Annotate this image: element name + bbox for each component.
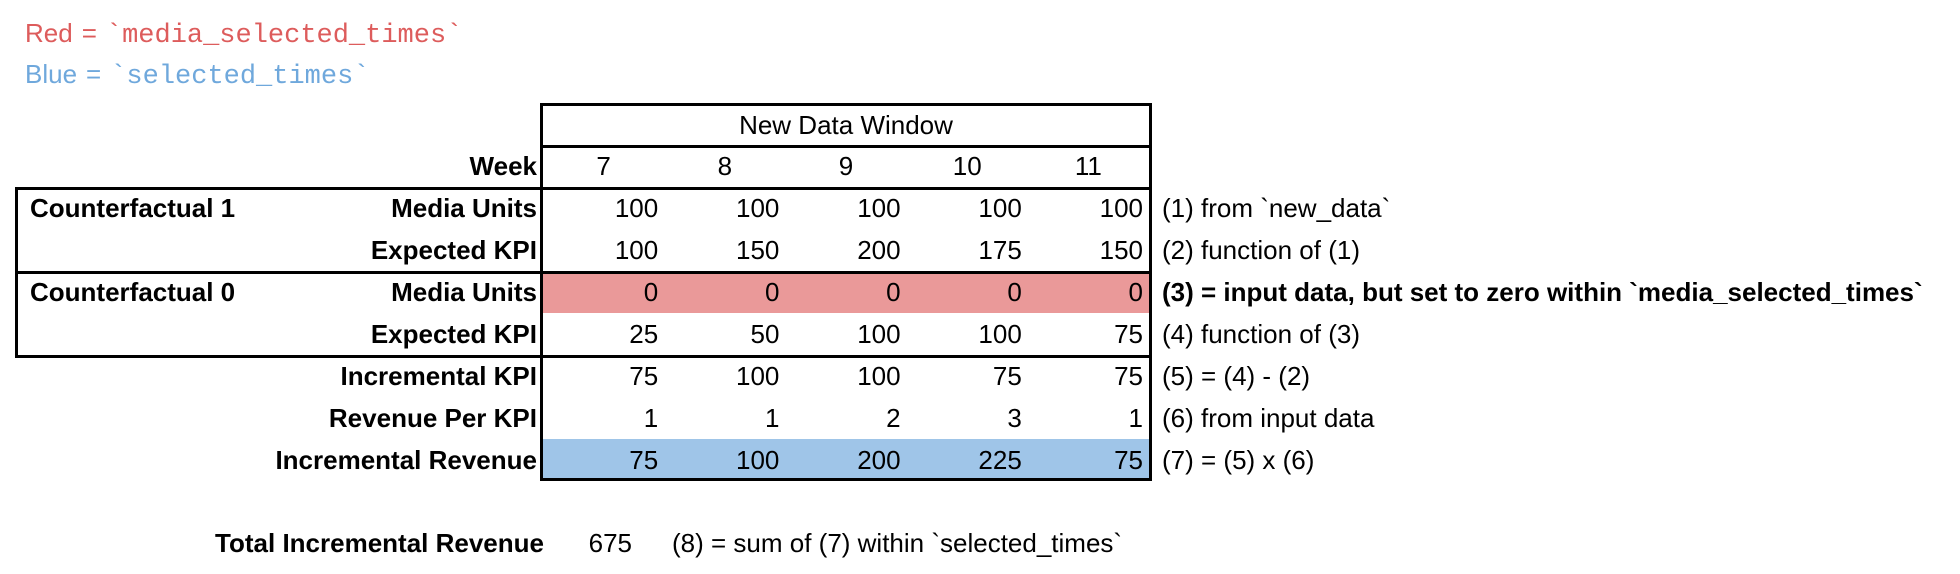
- data-cell: 150: [736, 235, 780, 265]
- data-row: 75 100 200 225 75: [543, 439, 1149, 481]
- data-cell: 100: [736, 361, 780, 391]
- new-data-window-header: New Data Window: [540, 103, 1152, 145]
- data-cell: 75: [629, 361, 659, 391]
- group-box-left-edge: [15, 187, 18, 358]
- data-cell: 0: [1007, 277, 1022, 307]
- data-cell: 75: [629, 445, 659, 475]
- row-label: Revenue Per KPI: [328, 403, 537, 433]
- legend-blue-entry: Blue = `selected_times`: [25, 55, 462, 96]
- row-label: Incremental Revenue: [275, 445, 537, 475]
- data-cell: 175: [978, 235, 1022, 265]
- data-cell: 100: [857, 193, 901, 223]
- week-column-header: 7: [596, 151, 611, 181]
- data-cell: 200: [857, 235, 901, 265]
- legend-red-equals: =: [81, 18, 97, 48]
- data-cell: 200: [857, 445, 901, 475]
- group-divider-line-middle: [15, 271, 1152, 274]
- data-cell: 50: [750, 319, 780, 349]
- highlight-red-row: [543, 274, 1149, 313]
- data-cell: 0: [643, 277, 659, 307]
- data-cell: 0: [1128, 277, 1144, 307]
- data-cell: 0: [764, 277, 780, 307]
- annotation-7: (7) = (5) x (6): [1162, 445, 1315, 475]
- data-cell: 100: [614, 193, 659, 223]
- total-incremental-revenue-label: Total Incremental Revenue: [215, 528, 544, 558]
- data-cell: 1: [764, 403, 780, 433]
- data-cell: 75: [1114, 445, 1144, 475]
- legend-blue-equals: =: [86, 59, 102, 89]
- total-incremental-revenue-value: 675: [588, 528, 632, 558]
- data-row: 75 100 100 75 75: [543, 355, 1149, 397]
- data-cell: 100: [614, 235, 659, 265]
- table-grid-frame: [540, 145, 1152, 481]
- data-cell: 75: [1114, 319, 1144, 349]
- annotation-5: (5) = (4) - (2): [1162, 361, 1311, 391]
- annotation-3: (3) = input data, but set to zero within…: [1162, 277, 1923, 307]
- data-row: 25 50 100 100 75: [543, 313, 1149, 355]
- highlight-blue-row: [543, 439, 1149, 478]
- group-label-counterfactual-0: Counterfactual 0: [30, 277, 236, 307]
- red-code-label: `media_selected_times`: [105, 21, 463, 51]
- data-cell: 1: [1128, 403, 1144, 433]
- data-row: 1 1 2 3 1: [543, 397, 1149, 439]
- data-cell: 75: [992, 361, 1022, 391]
- annotation-6: (6) from input data: [1162, 403, 1375, 433]
- data-cell: 3: [1007, 403, 1022, 433]
- week-column-header: 8: [717, 151, 733, 181]
- data-cell: 150: [1099, 235, 1144, 265]
- data-cell: 225: [978, 445, 1022, 475]
- row-label: Expected KPI: [370, 319, 537, 349]
- data-cell: 100: [978, 319, 1022, 349]
- data-cell: 100: [736, 193, 780, 223]
- legend-blue-word: Blue: [25, 59, 78, 89]
- week-row-label: Week: [469, 151, 537, 181]
- legend-red-word: Red: [25, 18, 73, 48]
- new-data-window-title: New Data Window: [739, 110, 953, 140]
- data-cell: 100: [1099, 193, 1144, 223]
- row-label: Media Units: [391, 193, 537, 223]
- annotation-1: (1) from `new_data`: [1162, 193, 1391, 223]
- data-cell: 75: [1114, 361, 1144, 391]
- group-divider-line-bottom: [15, 355, 1152, 358]
- week-column-header: 10: [952, 151, 982, 181]
- row-label: Incremental KPI: [340, 361, 537, 391]
- annotation-4: (4) function of (3): [1162, 319, 1360, 349]
- group-divider-line-top: [15, 187, 1152, 190]
- group-label-counterfactual-1: Counterfactual 1: [30, 193, 236, 223]
- row-label: Media Units: [391, 277, 537, 307]
- week-column-header: 9: [838, 151, 854, 181]
- data-row: 0 0 0 0 0: [543, 271, 1149, 313]
- blue-code-label: `selected_times`: [110, 62, 370, 92]
- data-cell: 25: [629, 319, 659, 349]
- data-cell: 1: [643, 403, 659, 433]
- data-row: 100 150 200 175 150: [543, 229, 1149, 271]
- week-column-header: 11: [1074, 151, 1102, 181]
- legend: Red = `media_selected_times` Blue = `selecte…: [25, 14, 462, 96]
- data-cell: 0: [886, 277, 901, 307]
- legend-red-entry: Red = `media_selected_times`: [25, 14, 462, 55]
- data-cell: 100: [736, 445, 780, 475]
- week-header-row: 7 8 9 10 11: [543, 145, 1149, 187]
- data-cell: 100: [857, 319, 901, 349]
- data-cell: 2: [886, 403, 901, 433]
- data-cell: 100: [978, 193, 1022, 223]
- row-label: Expected KPI: [370, 235, 537, 265]
- annotation-8: (8) = sum of (7) within `selected_times`: [672, 528, 1123, 558]
- data-cell: 100: [857, 361, 901, 391]
- annotation-2: (2) function of (1): [1162, 235, 1360, 265]
- data-row: 100 100 100 100 100: [543, 187, 1149, 229]
